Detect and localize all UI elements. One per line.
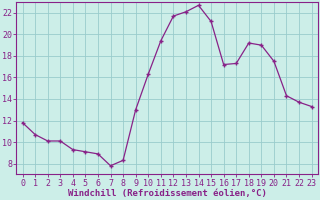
X-axis label: Windchill (Refroidissement éolien,°C): Windchill (Refroidissement éolien,°C) — [68, 189, 267, 198]
